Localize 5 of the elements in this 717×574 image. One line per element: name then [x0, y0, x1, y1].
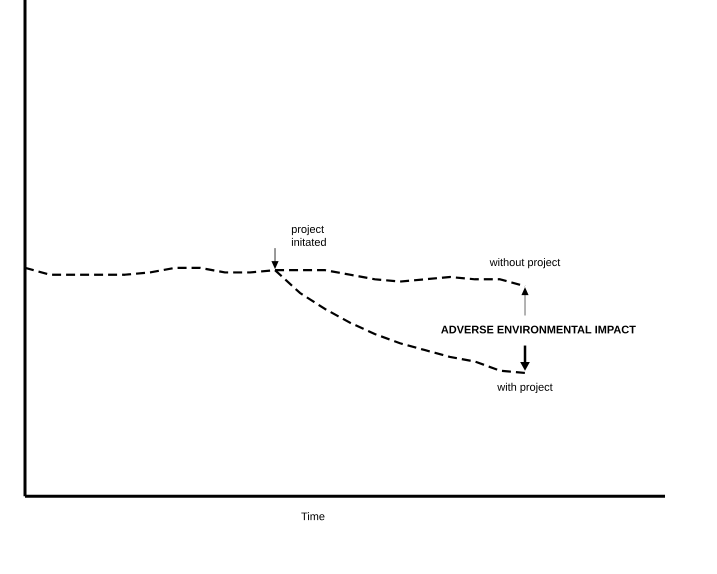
series-label: without project — [490, 258, 560, 268]
x-axis-title: Time — [301, 512, 324, 520]
series-label: with project — [497, 382, 553, 394]
annotation: ADVERSE ENVIRONMENTAL IMPACT — [441, 326, 636, 334]
text: project initated — [292, 224, 326, 246]
